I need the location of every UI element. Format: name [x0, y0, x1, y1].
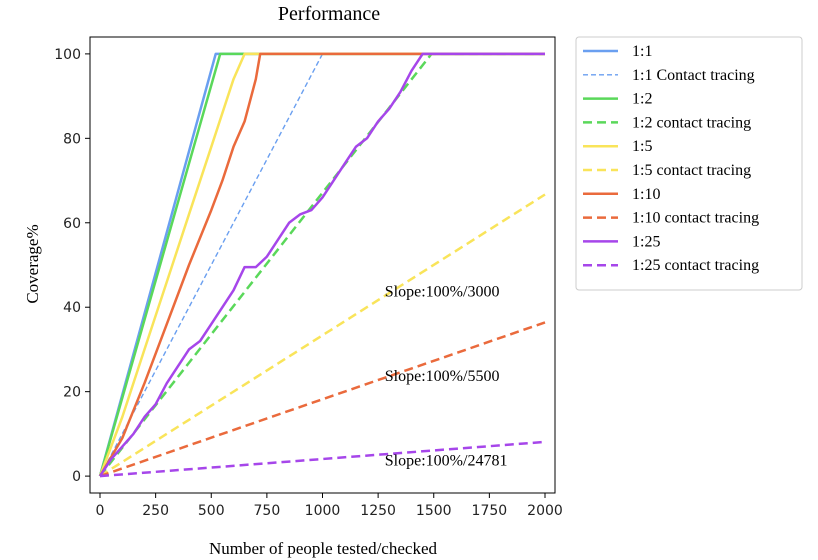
y-tick-label: 0: [72, 469, 81, 485]
series-line-6: [99, 193, 546, 478]
slope-annotation: Slope:100%/3000: [385, 284, 500, 301]
legend-label: 1:10 contact tracing: [632, 210, 759, 227]
legend-label: 1:25: [632, 233, 660, 250]
legend-box: [575, 36, 803, 291]
y-tick-label: 60: [63, 216, 81, 232]
plot-area: [98, 52, 546, 478]
x-tick-label: 2000: [527, 503, 563, 519]
legend: 1:1 1:1 Contact tracing 1:2 1:2 contact tra…: [575, 36, 803, 291]
legend-label: 1:1 Contact tracing: [632, 67, 755, 84]
x-tick-label: 750: [254, 503, 281, 519]
series-line-5: [98, 52, 545, 477]
x-tick-label: 1750: [472, 503, 508, 519]
x-tick-label: 1000: [305, 503, 341, 519]
series-line-4: [99, 52, 545, 477]
x-tick-label: 500: [198, 503, 225, 519]
legend-label: 1:1: [632, 43, 652, 60]
series-line-9: [98, 52, 545, 477]
x-axis-label: Number of people tested/checked: [209, 539, 437, 558]
legend-label: 1:10: [632, 186, 660, 203]
series-line-7: [98, 52, 545, 477]
y-tick-label: 80: [63, 131, 81, 147]
y-tick-label: 20: [63, 385, 81, 401]
slope-annotation: Slope:100%/5500: [385, 368, 500, 385]
y-tick-label: 100: [54, 47, 81, 63]
series-line-1: [98, 52, 545, 477]
annotations: Slope:100%/3000 Slope:100%/5500 Slope:100%…: [385, 284, 508, 470]
legend-label: 1:5 contact tracing: [632, 162, 751, 179]
legend-label: 1:25 contact tracing: [632, 257, 759, 274]
x-tick-label: 1500: [416, 503, 452, 519]
x-tick-label: 250: [142, 503, 169, 519]
y-tick-label: 40: [63, 300, 81, 316]
legend-label: 1:5: [632, 138, 652, 155]
chart-title: Performance: [278, 3, 380, 25]
axes: 0 250 500 750 1000 1250 1500 1750 2000 0 20 40 60 80 1…: [54, 36, 563, 519]
series-line-8: [99, 321, 546, 478]
y-axis-label: Coverage%: [23, 224, 42, 303]
series-line-3: [98, 52, 545, 477]
x-tick-label: 1250: [360, 503, 396, 519]
slope-annotation: Slope:100%/24781: [385, 453, 508, 470]
x-tick-label: 0: [96, 503, 105, 519]
series-line-10: [99, 440, 546, 478]
legend-label: 1:2: [632, 91, 652, 108]
legend-label: 1:2 contact tracing: [632, 114, 751, 131]
